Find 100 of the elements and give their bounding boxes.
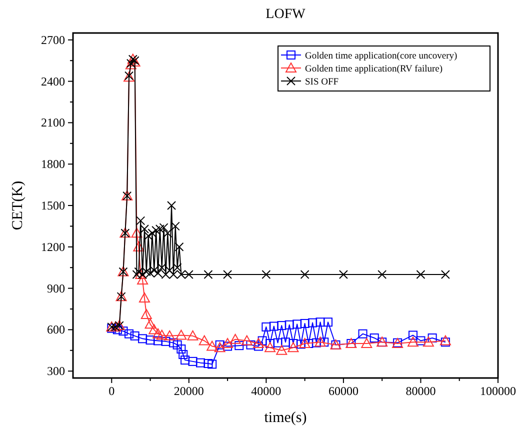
point bbox=[266, 339, 275, 348]
point bbox=[156, 330, 168, 340]
legend-label: Golden time application(core uncovery) bbox=[305, 52, 458, 62]
y-tick-label: 2400 bbox=[41, 74, 65, 88]
point bbox=[358, 329, 368, 338]
chart-title: LOFW bbox=[266, 7, 306, 22]
point bbox=[273, 338, 282, 348]
point bbox=[176, 344, 186, 354]
point bbox=[206, 340, 218, 351]
point bbox=[296, 340, 306, 349]
point bbox=[167, 201, 176, 210]
point bbox=[408, 336, 418, 347]
point bbox=[324, 318, 332, 327]
y-tick-label: 2100 bbox=[41, 116, 65, 130]
y-tick-label: 900 bbox=[47, 281, 65, 296]
point bbox=[416, 270, 426, 279]
y-tick-label: 600 bbox=[47, 322, 65, 337]
legend-label: Golden time application(RV failure) bbox=[305, 64, 443, 74]
point bbox=[188, 356, 198, 366]
point bbox=[269, 322, 278, 331]
point bbox=[124, 329, 134, 338]
point bbox=[254, 342, 263, 351]
point bbox=[161, 336, 170, 346]
point bbox=[300, 270, 310, 279]
point bbox=[214, 342, 226, 352]
point bbox=[131, 228, 142, 238]
point bbox=[174, 242, 184, 252]
point bbox=[138, 292, 150, 302]
point bbox=[281, 338, 290, 347]
point bbox=[312, 338, 321, 348]
point bbox=[428, 333, 437, 342]
point bbox=[154, 336, 162, 346]
point bbox=[152, 328, 164, 338]
point bbox=[422, 336, 434, 347]
point bbox=[155, 224, 164, 234]
point bbox=[118, 326, 128, 336]
point bbox=[222, 338, 234, 348]
point bbox=[178, 350, 188, 360]
point bbox=[164, 330, 176, 340]
point bbox=[440, 335, 451, 346]
x-tick-label: 20000 bbox=[174, 384, 204, 398]
point bbox=[308, 318, 318, 328]
point bbox=[300, 318, 310, 328]
point bbox=[440, 338, 450, 347]
point bbox=[361, 338, 372, 348]
point bbox=[148, 228, 157, 238]
point bbox=[204, 359, 213, 368]
x-tick-label: 80000 bbox=[406, 384, 436, 398]
point bbox=[284, 320, 294, 330]
point bbox=[208, 360, 217, 369]
point bbox=[198, 335, 210, 346]
point bbox=[234, 341, 244, 350]
point bbox=[408, 330, 418, 340]
y-tick-label: 300 bbox=[47, 364, 65, 378]
point bbox=[148, 324, 160, 334]
point bbox=[136, 216, 146, 226]
point bbox=[133, 241, 144, 252]
point bbox=[338, 270, 348, 279]
point bbox=[112, 325, 122, 334]
point bbox=[168, 338, 178, 348]
point bbox=[277, 321, 286, 330]
x-tick-label: 40000 bbox=[251, 384, 282, 398]
x-tick-label: 60000 bbox=[328, 384, 358, 398]
point bbox=[130, 331, 140, 340]
point bbox=[316, 318, 325, 327]
point bbox=[262, 322, 271, 332]
point bbox=[264, 342, 276, 352]
point bbox=[140, 309, 152, 320]
point bbox=[172, 340, 182, 350]
point bbox=[223, 270, 232, 279]
point bbox=[196, 358, 205, 368]
y-tick-label: 1200 bbox=[41, 240, 65, 254]
y-axis-title: CET(K) bbox=[10, 180, 26, 230]
point bbox=[180, 356, 190, 365]
point bbox=[320, 338, 329, 347]
x-axis-title: time(s) bbox=[264, 410, 307, 426]
point bbox=[378, 270, 387, 279]
x-tick-label: 100000 bbox=[480, 384, 516, 398]
point bbox=[137, 274, 148, 285]
point bbox=[246, 340, 256, 350]
point bbox=[276, 344, 288, 355]
point bbox=[204, 270, 213, 279]
point bbox=[187, 330, 198, 340]
point bbox=[370, 333, 379, 342]
point bbox=[163, 228, 172, 238]
point bbox=[314, 336, 326, 347]
point bbox=[292, 320, 302, 329]
point bbox=[223, 342, 232, 351]
point bbox=[215, 340, 224, 350]
point bbox=[144, 318, 156, 329]
point bbox=[416, 336, 426, 346]
point bbox=[176, 330, 187, 340]
point bbox=[230, 334, 241, 344]
point bbox=[252, 338, 264, 348]
point bbox=[299, 338, 310, 348]
point bbox=[138, 334, 148, 344]
point bbox=[241, 335, 252, 346]
point bbox=[262, 270, 271, 279]
x-tick-label: 0 bbox=[108, 384, 115, 398]
y-tick-label: 2700 bbox=[41, 32, 65, 47]
